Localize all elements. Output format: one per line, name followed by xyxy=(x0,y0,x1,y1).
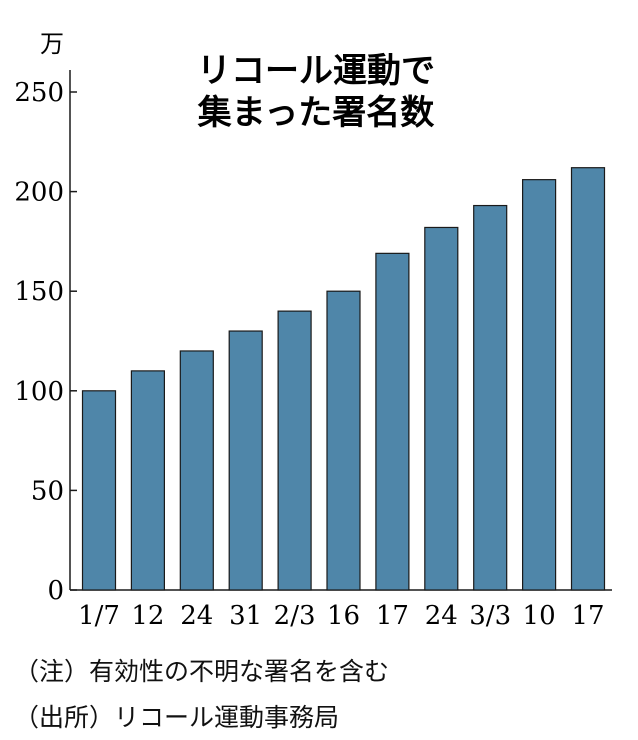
chart-title-line-2: 集まった署名数 xyxy=(197,93,435,133)
x-tick-label: 24 xyxy=(180,601,213,631)
bar xyxy=(424,226,459,591)
x-tick-label: 12 xyxy=(131,601,164,631)
chart-title-line-1: リコール運動で xyxy=(197,51,435,91)
bar xyxy=(326,290,361,591)
x-tick-label: 17 xyxy=(571,601,604,631)
bar xyxy=(277,310,312,591)
x-tick-label: 17 xyxy=(376,601,409,631)
bar xyxy=(473,204,508,591)
y-axis-unit: 万 xyxy=(40,30,64,58)
x-tick-label: 3/3 xyxy=(469,601,511,631)
x-axis-tick-labels: 1/7 12 24 31 2/3 16 17 24 3/3 10 17 xyxy=(78,601,604,631)
bar xyxy=(521,179,557,591)
bar xyxy=(375,252,410,591)
y-tick-label: 250 xyxy=(14,78,64,108)
y-tick-label: 50 xyxy=(31,476,64,506)
footnote: （注）有効性の不明な署名を含む xyxy=(14,657,390,686)
y-axis: 0 50 100 150 200 250 xyxy=(14,70,612,606)
bar xyxy=(130,370,165,591)
x-tick-label: 1/7 xyxy=(78,601,120,631)
bar xyxy=(570,167,606,591)
x-tick-label: 2/3 xyxy=(274,601,316,631)
x-tick-label: 31 xyxy=(229,601,262,631)
bar xyxy=(179,350,214,591)
x-tick-label: 24 xyxy=(425,601,458,631)
x-tick-label: 10 xyxy=(523,601,556,631)
y-tick-label: 100 xyxy=(14,377,64,407)
source-note: （出所）リコール運動事務局 xyxy=(14,703,340,732)
y-tick-label: 200 xyxy=(14,178,64,208)
bar xyxy=(228,330,263,591)
y-tick-label: 150 xyxy=(14,277,64,307)
bars xyxy=(81,167,606,591)
y-tick-label: 0 xyxy=(47,576,64,606)
x-tick-label: 16 xyxy=(327,601,360,631)
bar xyxy=(81,390,117,591)
